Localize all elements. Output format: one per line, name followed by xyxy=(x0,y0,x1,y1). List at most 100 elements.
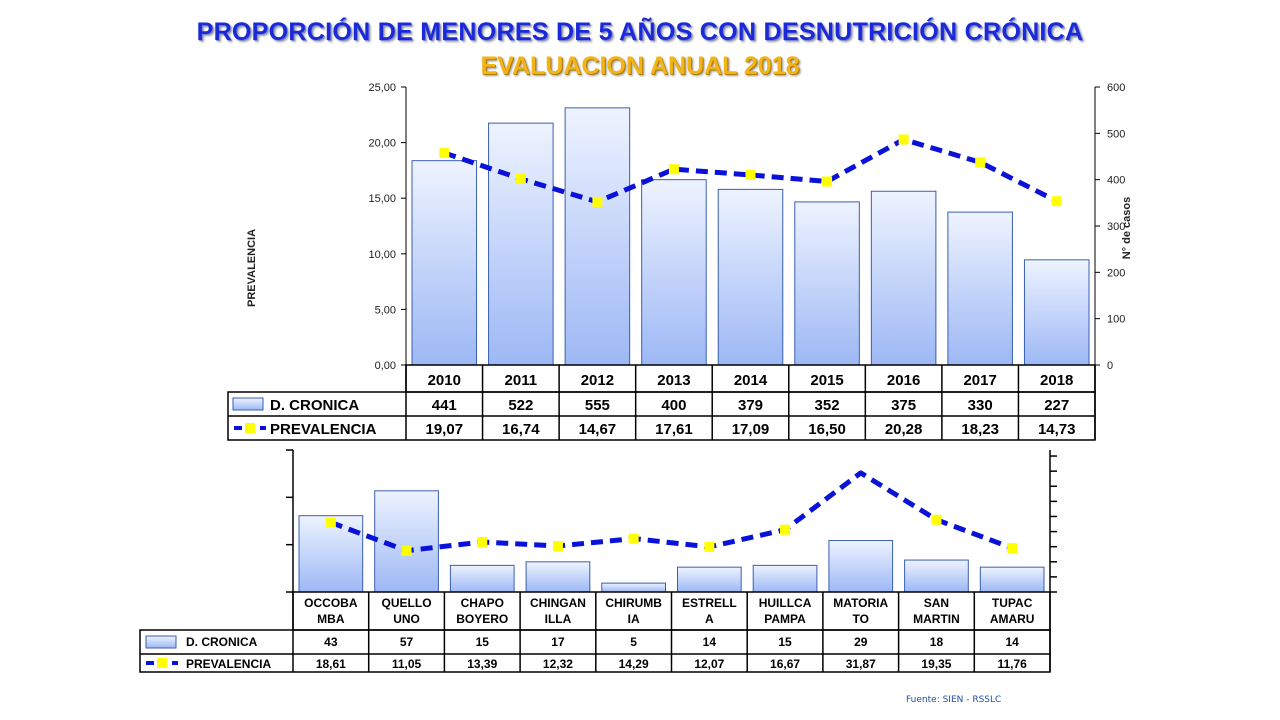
data-label-dcronica: 352 xyxy=(815,397,840,414)
data-label-prevalencia: 19,35 xyxy=(921,657,951,671)
legend-prevalencia-label: PREVALENCIA xyxy=(186,657,271,671)
y-tick-label: 25,00 xyxy=(368,82,396,94)
data-label-dcronica: 379 xyxy=(738,397,763,414)
x-category-label: SAN xyxy=(924,596,949,610)
x-category-label: MBA xyxy=(317,612,345,626)
data-label-prevalencia: 18,23 xyxy=(961,421,999,438)
bar xyxy=(904,559,969,593)
y2-tick-label: 500 xyxy=(1107,128,1125,140)
legend-bar-swatch xyxy=(232,397,264,411)
line-marker xyxy=(668,164,679,175)
x-category-label: AMARU xyxy=(990,612,1035,626)
line-marker xyxy=(477,536,488,547)
x-category-label: CHAPO xyxy=(461,596,504,610)
x-category-label: 2014 xyxy=(734,372,768,389)
x-category-label: 2018 xyxy=(1040,372,1073,389)
x-category-label: 2017 xyxy=(963,372,996,389)
data-label-dcronica: 522 xyxy=(508,397,533,414)
x-category-label: CHINGAN xyxy=(530,596,586,610)
line-marker xyxy=(1007,543,1018,554)
bar xyxy=(641,179,707,366)
y2-tick-label: 400 xyxy=(1107,175,1125,187)
line-marker xyxy=(439,147,450,158)
line-marker xyxy=(822,176,833,187)
data-label-dcronica: 15 xyxy=(778,635,792,649)
data-label-dcronica: 29 xyxy=(854,635,868,649)
y2-tick-label: 0 xyxy=(1107,360,1113,372)
y-axis-title: PREVALENCIA xyxy=(246,229,258,307)
data-label-dcronica: 330 xyxy=(968,397,993,414)
data-table-frame xyxy=(139,629,1051,673)
legend-dcronica-label: D. CRONICA xyxy=(186,635,258,649)
y-tick-label: 5,00 xyxy=(375,304,396,316)
bar xyxy=(752,564,818,593)
line-marker xyxy=(898,134,909,145)
data-label-prevalencia: 11,05 xyxy=(392,657,422,671)
bar xyxy=(947,211,1013,366)
x-category-label: 2013 xyxy=(657,372,690,389)
line-marker xyxy=(1051,196,1062,207)
bar xyxy=(870,190,937,366)
x-category-label: BOYERO xyxy=(456,612,508,626)
x-category-label: 2015 xyxy=(810,372,843,389)
bar xyxy=(794,201,860,366)
x-category-label: 2016 xyxy=(887,372,920,389)
data-label-dcronica: 57 xyxy=(400,635,414,649)
x-category-label: HUILLCA xyxy=(759,596,812,610)
line-marker xyxy=(552,540,563,551)
data-label-dcronica: 17 xyxy=(551,635,565,649)
line-marker xyxy=(975,157,986,168)
data-label-prevalencia: 14,29 xyxy=(619,657,649,671)
line-marker xyxy=(628,533,639,544)
y2-tick-label: 300 xyxy=(1107,221,1125,233)
data-label-prevalencia: 16,67 xyxy=(770,657,800,671)
bar xyxy=(677,566,742,593)
x-category-label: TO xyxy=(853,612,869,626)
legend-marker-swatch xyxy=(157,658,167,668)
data-label-prevalencia: 17,09 xyxy=(732,421,770,438)
line-marker xyxy=(931,514,942,525)
data-label-prevalencia: 18,61 xyxy=(316,657,346,671)
bar xyxy=(828,540,894,593)
x-category-label: UNO xyxy=(393,612,420,626)
data-label-prevalencia: 14,73 xyxy=(1038,421,1076,438)
y-tick-label: 20,00 xyxy=(368,138,396,150)
y2-axis-title: N° de casos xyxy=(1121,197,1133,259)
bar xyxy=(449,564,515,593)
legend-marker-swatch xyxy=(245,423,255,433)
data-label-dcronica: 227 xyxy=(1044,397,1069,414)
x-category-label: IA xyxy=(628,612,640,626)
x-category-label: OCCOBA xyxy=(304,596,358,610)
data-label-prevalencia: 12,32 xyxy=(543,657,573,671)
data-label-prevalencia: 14,67 xyxy=(579,421,617,438)
data-label-prevalencia: 20,28 xyxy=(885,421,923,438)
source-note: Fuente: SIEN - RSSLC xyxy=(906,695,1002,705)
data-label-prevalencia: 31,87 xyxy=(846,657,876,671)
chart-subtitle: EVALUACION ANUAL 2018 xyxy=(480,52,800,80)
bar xyxy=(717,188,784,366)
line-marker xyxy=(401,545,412,556)
data-label-dcronica: 375 xyxy=(891,397,916,414)
data-label-prevalencia: 16,74 xyxy=(502,421,540,438)
x-category-label: CHIRUMB xyxy=(605,596,662,610)
x-category-label: MATORIA xyxy=(833,596,888,610)
chart-annual: 0,00 5,00 10,00 15,00 20,00 25,00 0 100 200 300 40… xyxy=(227,82,1133,441)
line-marker xyxy=(704,541,715,552)
x-category-label: TUPAC xyxy=(992,596,1033,610)
chart-establishments: OCCOBA MBA 43 18,61 QUELLO UNO 57 11,05 CHAPO BOY… xyxy=(139,449,1057,673)
bar xyxy=(564,107,631,366)
x-category-label: ESTRELL xyxy=(682,596,737,610)
x-category-label: MARTIN xyxy=(913,612,960,626)
x-category-label: 2011 xyxy=(505,372,538,389)
x-category-label: QUELLO xyxy=(382,596,432,610)
y2-tick-label: 600 xyxy=(1107,82,1125,94)
chart-title: PROPORCIÓN DE MENORES DE 5 AÑOS CON DESN… xyxy=(196,18,1084,46)
y2-tick-label: 100 xyxy=(1107,314,1125,326)
x-category-label: 2010 xyxy=(428,372,461,389)
data-label-dcronica: 43 xyxy=(324,635,338,649)
bar xyxy=(601,582,666,593)
data-label-dcronica: 14 xyxy=(1005,635,1019,649)
data-label-dcronica: 5 xyxy=(630,635,637,649)
legend-dcronica-label: D. CRONICA xyxy=(270,397,359,414)
